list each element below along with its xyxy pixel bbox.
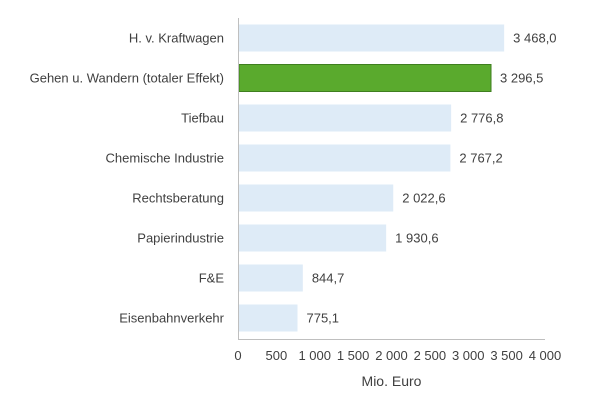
x-axis-title: Mio. Euro — [362, 373, 422, 389]
x-tick-label-6: 3 000 — [452, 348, 485, 363]
category-label-3: Chemische Industrie — [106, 151, 225, 166]
category-label-4: Rechtsberatung — [132, 191, 224, 206]
category-label-7: Eisenbahnverkehr — [119, 311, 224, 326]
value-label-5: 1 930,6 — [395, 231, 438, 246]
value-label-1: 3 296,5 — [500, 71, 543, 86]
x-tick-label-8: 4 000 — [529, 348, 562, 363]
value-label-2: 2 776,8 — [460, 111, 503, 126]
value-label-6: 844,7 — [312, 271, 345, 286]
category-label-1: Gehen u. Wandern (totaler Effekt) — [30, 71, 224, 86]
bar-7 — [239, 304, 298, 332]
x-tick-label-4: 2 000 — [375, 348, 408, 363]
bar-6 — [239, 264, 303, 292]
bar-0 — [239, 24, 505, 52]
value-labels-group: 3 468,0 3 296,5 2 776,8 2 767,2 2 022,6 1 930… — [306, 31, 556, 326]
value-label-0: 3 468,0 — [513, 31, 556, 46]
bar-5 — [239, 224, 387, 252]
category-labels-group: H. v. Kraftwagen Gehen u. Wandern (totale… — [30, 31, 225, 326]
bars-group — [238, 24, 505, 332]
x-tick-label-7: 3 500 — [490, 348, 523, 363]
category-label-2: Tiefbau — [181, 111, 224, 126]
x-tick-labels-group: 0 500 1 000 1 500 2 000 2 500 3 000 3 500 4 000 — [234, 348, 561, 363]
value-label-4: 2 022,6 — [402, 191, 445, 206]
x-tick-label-2: 1 000 — [298, 348, 331, 363]
category-label-5: Papierindustrie — [137, 231, 224, 246]
bar-2 — [239, 104, 452, 132]
bar-1 — [238, 64, 492, 92]
x-tick-label-5: 2 500 — [414, 348, 447, 363]
value-label-7: 775,1 — [306, 311, 339, 326]
bar-3 — [239, 144, 451, 172]
category-label-6: F&E — [199, 271, 225, 286]
bar-4 — [239, 184, 394, 212]
x-tick-label-0: 0 — [234, 348, 241, 363]
x-tick-label-1: 500 — [266, 348, 288, 363]
x-tick-label-3: 1 500 — [337, 348, 370, 363]
value-label-3: 2 767,2 — [459, 151, 502, 166]
category-label-0: H. v. Kraftwagen — [129, 31, 224, 46]
